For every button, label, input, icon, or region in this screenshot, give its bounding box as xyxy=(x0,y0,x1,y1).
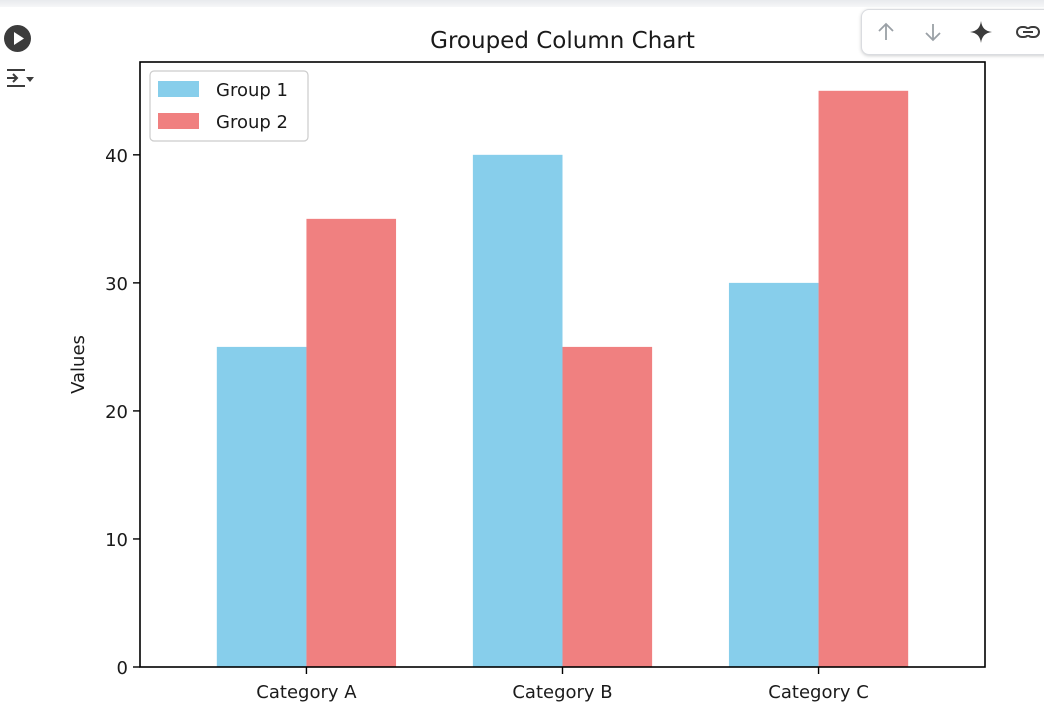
legend-swatch-1 xyxy=(158,81,199,97)
x-tick-label-1: Category B xyxy=(512,682,612,703)
chart-title: Grouped Column Chart xyxy=(430,28,695,54)
sparkle-icon xyxy=(969,21,992,43)
output-actions-icon[interactable] xyxy=(3,66,35,94)
run-cell-button[interactable] xyxy=(4,25,31,52)
bar-2-1 xyxy=(306,218,397,667)
y-axis-label: Values xyxy=(68,335,89,394)
arrow-up-icon xyxy=(878,22,894,40)
y-tick-label-0: 0 xyxy=(117,658,128,679)
x-tick-label-0: Category A xyxy=(256,682,357,703)
bar-1-1 xyxy=(216,346,307,667)
bar-1-3 xyxy=(728,282,819,667)
top-strip xyxy=(0,0,1044,7)
link-icon xyxy=(1016,26,1041,38)
legend-label-2: Group 2 xyxy=(216,112,288,133)
x-tick-label-2: Category C xyxy=(768,682,869,703)
bar-2-2 xyxy=(562,346,653,667)
legend-swatch-2 xyxy=(158,113,199,129)
y-tick-label-3: 30 xyxy=(105,274,128,295)
bar-1-2 xyxy=(472,154,563,667)
bar-2-3 xyxy=(818,90,909,668)
move-cell-down-button[interactable] xyxy=(918,16,950,48)
y-tick-label-1: 10 xyxy=(105,530,128,551)
y-tick-label-4: 40 xyxy=(105,146,128,167)
copy-link-button[interactable] xyxy=(1013,16,1044,48)
arrow-down-icon xyxy=(925,24,941,42)
cell-toolbar xyxy=(861,9,1044,55)
y-tick-label-2: 20 xyxy=(105,402,128,423)
gemini-button[interactable] xyxy=(965,16,997,48)
legend-label-1: Group 1 xyxy=(216,80,288,101)
play-icon xyxy=(14,32,24,45)
move-cell-up-button[interactable] xyxy=(870,16,902,48)
